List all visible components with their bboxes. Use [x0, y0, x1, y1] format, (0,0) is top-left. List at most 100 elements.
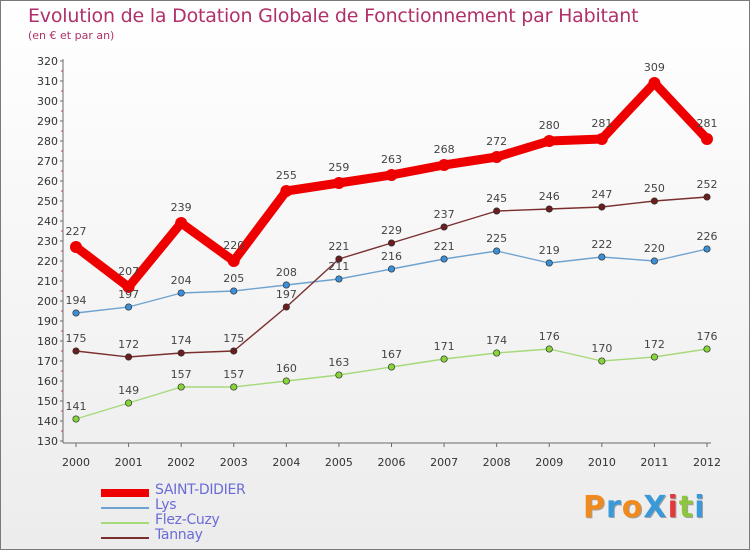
y-tick-label: 200 [37, 295, 58, 308]
x-tick-label: 2009 [535, 456, 563, 469]
data-label-tannay: 175 [223, 332, 244, 345]
data-point-flez-cuzy [493, 349, 501, 357]
legend-label: Flez-Cuzy [155, 512, 220, 528]
data-point-lys [493, 247, 501, 255]
data-label-saint-didier: 280 [539, 119, 560, 132]
data-point-tannay [440, 223, 448, 231]
data-label-lys: 225 [486, 232, 507, 245]
data-point-flez-cuzy [335, 371, 343, 379]
logo-letter: P [583, 490, 606, 525]
data-label-lys: 194 [66, 294, 87, 307]
data-label-lys: 216 [381, 250, 402, 263]
data-point-lys [440, 255, 448, 263]
data-point-lys [72, 309, 80, 317]
y-tick-label: 250 [37, 195, 58, 208]
data-point-flez-cuzy [440, 355, 448, 363]
data-point-lys [125, 303, 133, 311]
x-tick-label: 2006 [378, 456, 406, 469]
y-tick-label: 190 [37, 315, 58, 328]
legend-swatch [101, 507, 149, 509]
data-point-lys [650, 257, 658, 265]
logo-letter: r [606, 490, 622, 525]
x-tick-label: 2007 [430, 456, 458, 469]
data-label-tannay: 237 [434, 208, 455, 221]
legend-label: Lys [155, 497, 177, 513]
x-tick-label: 2005 [325, 456, 353, 469]
data-point-saint-didier [438, 159, 451, 171]
y-tick-label: 170 [37, 355, 58, 368]
data-label-saint-didier: 259 [328, 161, 349, 174]
data-point-saint-didier [648, 77, 661, 89]
x-tick-label: 2011 [640, 456, 668, 469]
y-tick-label: 220 [37, 255, 58, 268]
data-point-flez-cuzy [545, 345, 553, 353]
x-tick-label: 2001 [115, 456, 143, 469]
data-label-flez-cuzy: 149 [118, 384, 139, 397]
y-tick-label: 210 [37, 275, 58, 288]
data-point-tannay [598, 203, 606, 211]
data-point-flez-cuzy [650, 353, 658, 361]
data-point-saint-didier [332, 177, 345, 189]
logo-letter: i [694, 490, 706, 525]
data-point-lys [545, 259, 553, 267]
data-point-flez-cuzy [177, 383, 185, 391]
data-label-flez-cuzy: 163 [328, 356, 349, 369]
data-label-lys: 221 [434, 240, 455, 253]
data-point-saint-didier [175, 217, 188, 229]
data-point-tannay [230, 347, 238, 355]
data-point-lys [335, 275, 343, 283]
x-tick-label: 2010 [588, 456, 616, 469]
data-point-saint-didier [227, 255, 240, 267]
data-point-saint-didier [701, 133, 713, 145]
data-label-tannay: 247 [591, 188, 612, 201]
data-label-saint-didier: 272 [486, 135, 507, 148]
chart-title: Evolution de la Dotation Globale de Fonc… [28, 5, 639, 27]
data-label-lys: 211 [328, 260, 349, 273]
legend-label: Tannay [155, 527, 203, 543]
chart-axes: 130 140 150 160 170 180 190 200 210 220 230 240 250 2… [37, 55, 721, 469]
data-point-flez-cuzy [598, 357, 606, 365]
data-point-saint-didier [543, 135, 556, 147]
data-label-saint-didier: 255 [276, 169, 297, 182]
data-label-tannay: 172 [118, 338, 139, 351]
data-label-lys: 208 [276, 266, 297, 279]
y-tick-label: 320 [37, 55, 58, 68]
legend-label: SAINT-DIDIER [155, 482, 246, 498]
data-label-tannay: 175 [66, 332, 87, 345]
chart-series [70, 77, 713, 423]
logo-letter: i [667, 490, 679, 525]
logo-letter: t [678, 490, 695, 525]
data-point-flez-cuzy [282, 377, 290, 385]
data-point-lys [177, 289, 185, 297]
data-point-tannay [545, 205, 553, 213]
y-tick-label: 180 [37, 335, 58, 348]
data-label-lys: 220 [644, 242, 665, 255]
legend-swatch [101, 522, 149, 524]
data-label-tannay: 197 [276, 288, 297, 301]
data-point-tannay [72, 347, 80, 355]
y-tick-label: 230 [37, 235, 58, 248]
proxiti-logo: ProXiti [583, 490, 706, 525]
y-tick-label: 280 [37, 135, 58, 148]
data-label-flez-cuzy: 172 [644, 338, 665, 351]
data-point-lys [598, 253, 606, 261]
data-point-saint-didier [385, 169, 398, 181]
data-point-tannay [650, 197, 658, 205]
data-label-tannay: 250 [644, 182, 665, 195]
y-tick-label: 310 [37, 75, 58, 88]
data-label-tannay: 252 [697, 178, 718, 191]
chart-subtitle: (en € et par an) [28, 29, 115, 42]
data-point-tannay [493, 207, 501, 215]
data-point-tannay [125, 353, 133, 361]
legend-swatch [101, 537, 149, 539]
y-tick-label: 260 [37, 175, 58, 188]
y-tick-label: 140 [37, 415, 58, 428]
y-tick-label: 270 [37, 155, 58, 168]
data-label-tannay: 246 [539, 190, 560, 203]
x-tick-label: 2000 [62, 456, 90, 469]
x-tick-label: 2002 [167, 456, 195, 469]
chart-data-labels: 141 149 157 157 160 163 167 171 174 176 170 172 176 1… [66, 61, 718, 413]
data-label-lys: 204 [171, 274, 192, 287]
data-label-tannay: 221 [328, 240, 349, 253]
